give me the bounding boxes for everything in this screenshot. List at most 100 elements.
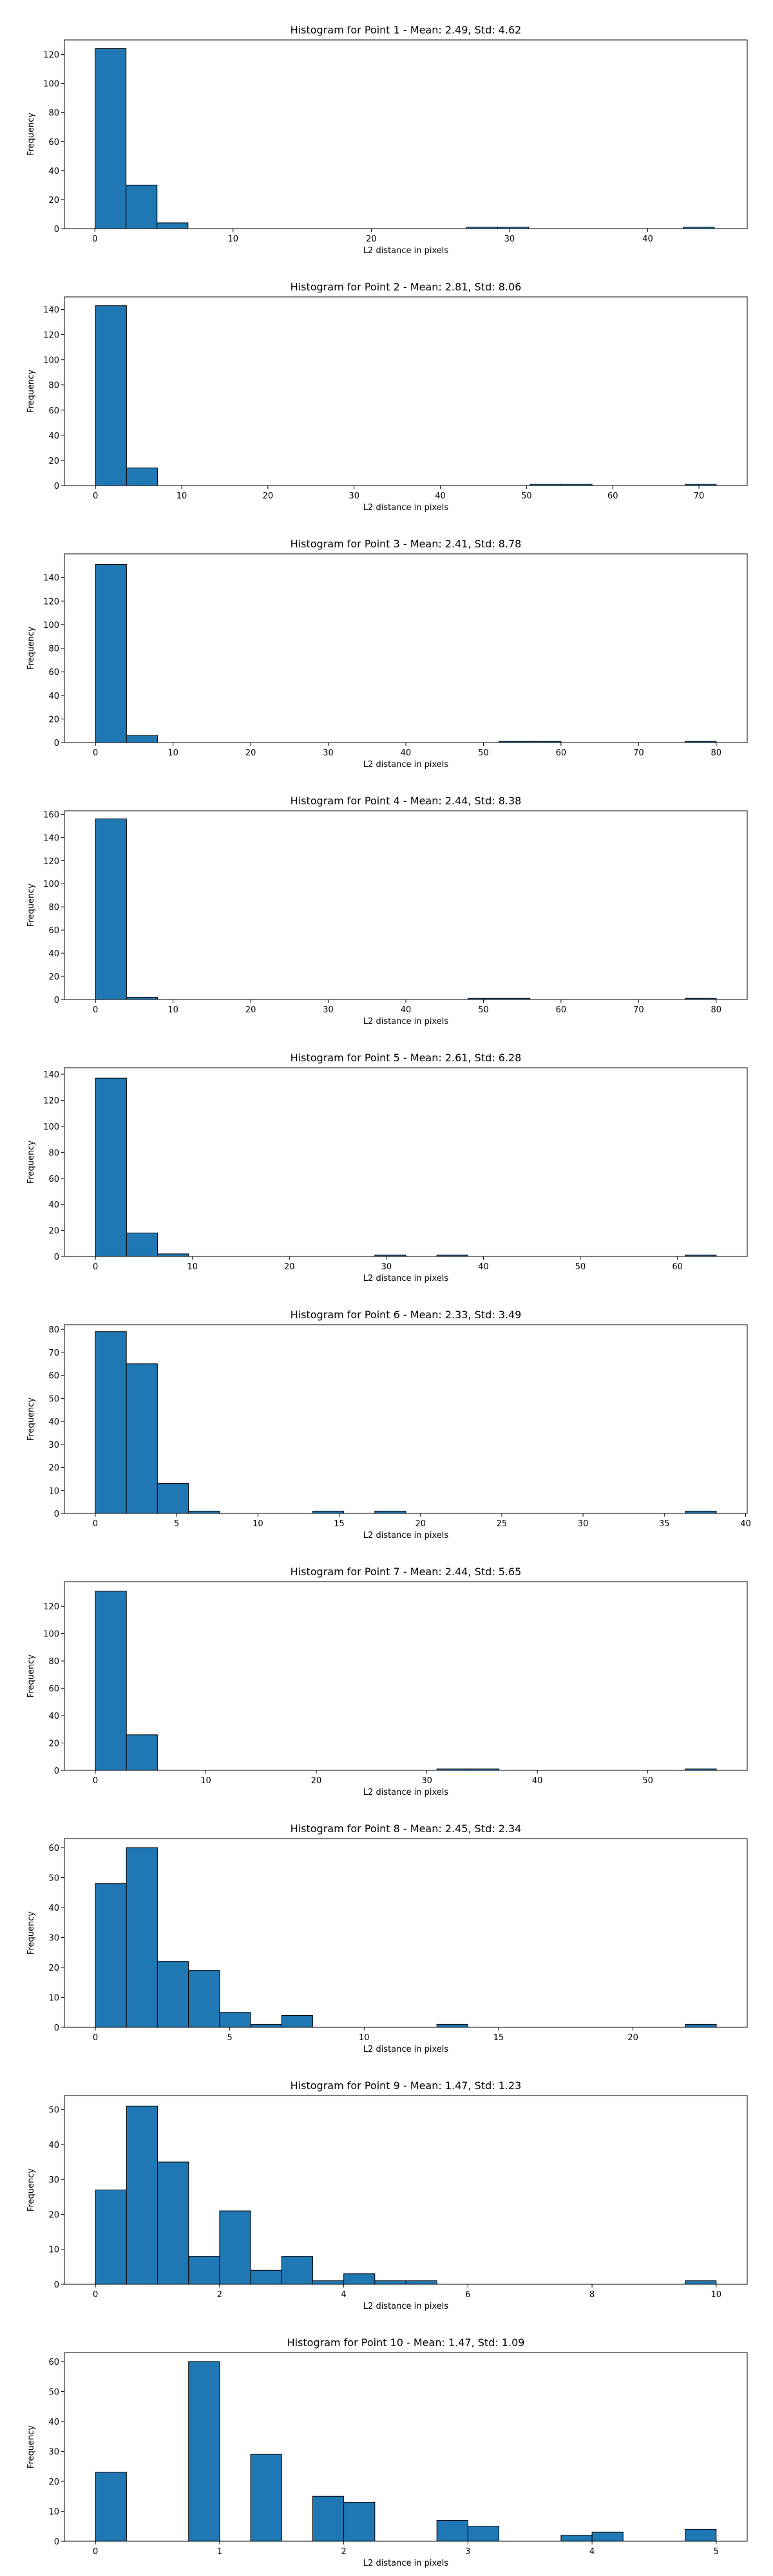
chart-title: Histogram for Point 7 - Mean: 2.44, Std:… bbox=[291, 1566, 522, 1578]
plot-frame bbox=[64, 2095, 748, 2285]
y-tick-label: 60 bbox=[48, 406, 59, 416]
y-tick-label: 30 bbox=[48, 2175, 59, 2185]
x-tick-label: 20 bbox=[311, 1776, 322, 1786]
y-tick-label: 20 bbox=[48, 1739, 59, 1749]
histogram-bar bbox=[436, 2023, 468, 2028]
plot-frame bbox=[64, 2352, 748, 2542]
x-tick-label: 20 bbox=[366, 234, 377, 244]
x-tick-label: 50 bbox=[478, 748, 489, 758]
x-tick-label: 40 bbox=[642, 234, 653, 244]
y-tick-label: 10 bbox=[48, 1993, 59, 2003]
x-tick-label: 3 bbox=[465, 2547, 470, 2557]
x-tick-label: 0 bbox=[93, 2547, 98, 2557]
y-tick-label: 140 bbox=[43, 1070, 59, 1080]
x-tick-label: 50 bbox=[575, 1262, 586, 1272]
histogram-8: Histogram for Point 8 - Mean: 2.45, Std:… bbox=[26, 1823, 748, 2054]
x-tick-label: 40 bbox=[532, 1776, 543, 1786]
histogram-bar bbox=[250, 2269, 282, 2285]
y-tick-label: 140 bbox=[43, 574, 59, 583]
y-axis-label: Frequency bbox=[26, 1141, 36, 1184]
y-tick-label: 30 bbox=[48, 2447, 59, 2457]
x-tick-label: 0 bbox=[93, 748, 98, 758]
y-tick-label: 100 bbox=[43, 356, 59, 366]
y-tick-label: 60 bbox=[48, 1844, 59, 1853]
histogram-bar bbox=[95, 2190, 127, 2285]
x-axis-label: L2 distance in pixels bbox=[363, 246, 449, 256]
histogram-bar bbox=[126, 735, 158, 743]
y-tick-label: 0 bbox=[54, 1766, 59, 1776]
y-tick-label: 40 bbox=[48, 431, 59, 441]
histogram-bar bbox=[95, 1077, 127, 1257]
y-tick-label: 10 bbox=[48, 1486, 59, 1496]
histogram-bar bbox=[126, 2105, 158, 2285]
histogram-bar bbox=[405, 2280, 437, 2285]
histogram-bar bbox=[312, 2496, 345, 2542]
y-axis-label: Frequency bbox=[26, 370, 36, 413]
y-tick-label: 160 bbox=[43, 810, 59, 820]
x-tick-label: 20 bbox=[245, 748, 256, 758]
y-tick-label: 10 bbox=[48, 2507, 59, 2517]
x-tick-label: 20 bbox=[284, 1262, 295, 1272]
plot-frame bbox=[64, 1838, 748, 2028]
x-tick-label: 30 bbox=[323, 748, 334, 758]
chart-title: Histogram for Point 2 - Mean: 2.81, Std:… bbox=[291, 281, 522, 293]
x-tick-label: 0 bbox=[92, 234, 97, 244]
histogram-bar bbox=[157, 1253, 189, 1257]
histogram-bar bbox=[436, 2519, 468, 2542]
histogram-bar bbox=[560, 2535, 593, 2542]
y-axis-label: Frequency bbox=[26, 113, 36, 156]
y-tick-label: 60 bbox=[48, 668, 59, 677]
y-axis-label: Frequency bbox=[26, 1397, 36, 1441]
histogram-bar bbox=[126, 1233, 158, 1257]
y-tick-label: 20 bbox=[48, 1464, 59, 1473]
histogram-bar bbox=[95, 1331, 127, 1514]
x-tick-label: 5 bbox=[227, 2033, 233, 2043]
x-axis-label: L2 distance in pixels bbox=[363, 2559, 449, 2568]
histogram-bar bbox=[188, 1970, 220, 2028]
x-tick-label: 4 bbox=[341, 2290, 346, 2300]
y-tick-label: 140 bbox=[43, 306, 59, 316]
x-tick-label: 10 bbox=[167, 748, 178, 758]
x-axis-label: L2 distance in pixels bbox=[363, 2045, 449, 2054]
y-tick-label: 100 bbox=[43, 621, 59, 630]
y-tick-label: 40 bbox=[48, 167, 59, 176]
y-axis-label: Frequency bbox=[26, 2168, 36, 2211]
x-axis-label: L2 distance in pixels bbox=[363, 760, 449, 770]
x-tick-label: 35 bbox=[659, 1519, 670, 1529]
x-tick-label: 80 bbox=[711, 1005, 722, 1015]
y-tick-label: 80 bbox=[48, 109, 59, 118]
plot-frame bbox=[64, 39, 748, 229]
x-tick-label: 0 bbox=[93, 1776, 98, 1786]
y-tick-label: 40 bbox=[48, 1417, 59, 1427]
histogram-bar bbox=[685, 1510, 717, 1514]
x-tick-label: 15 bbox=[493, 2033, 504, 2043]
x-tick-label: 10 bbox=[200, 1776, 211, 1786]
histogram-5: Histogram for Point 5 - Mean: 2.61, Std:… bbox=[26, 1052, 748, 1283]
x-tick-label: 25 bbox=[497, 1519, 508, 1529]
y-axis-label: Frequency bbox=[26, 884, 36, 927]
histogram-6: Histogram for Point 6 - Mean: 2.33, Std:… bbox=[26, 1309, 751, 1540]
x-axis-label: L2 distance in pixels bbox=[363, 1788, 449, 1797]
histogram-bar bbox=[126, 184, 158, 229]
histogram-bar bbox=[374, 2280, 406, 2285]
histogram-bar bbox=[126, 1847, 158, 2028]
x-tick-label: 70 bbox=[633, 1005, 644, 1015]
histogram-bar bbox=[281, 2014, 313, 2028]
histogram-bar bbox=[250, 2454, 282, 2542]
x-tick-label: 70 bbox=[633, 748, 644, 758]
histogram-4: Histogram for Point 4 - Mean: 2.44, Std:… bbox=[26, 795, 748, 1027]
y-tick-label: 0 bbox=[54, 2023, 59, 2033]
x-tick-label: 40 bbox=[435, 491, 446, 501]
y-tick-label: 50 bbox=[48, 1873, 59, 1883]
histogram-bar bbox=[157, 1961, 189, 2028]
x-tick-label: 15 bbox=[334, 1519, 345, 1529]
histogram-10: Histogram for Point 10 - Mean: 1.47, Std… bbox=[26, 2336, 748, 2568]
y-tick-label: 20 bbox=[48, 1964, 59, 1973]
x-tick-label: 60 bbox=[556, 1005, 567, 1015]
x-tick-label: 4 bbox=[589, 2547, 595, 2557]
x-tick-label: 60 bbox=[556, 748, 567, 758]
plot-frame bbox=[64, 1324, 748, 1514]
y-tick-label: 60 bbox=[48, 1685, 59, 1694]
histogram-3: Histogram for Point 3 - Mean: 2.41, Std:… bbox=[26, 538, 748, 770]
x-tick-label: 60 bbox=[607, 491, 618, 501]
